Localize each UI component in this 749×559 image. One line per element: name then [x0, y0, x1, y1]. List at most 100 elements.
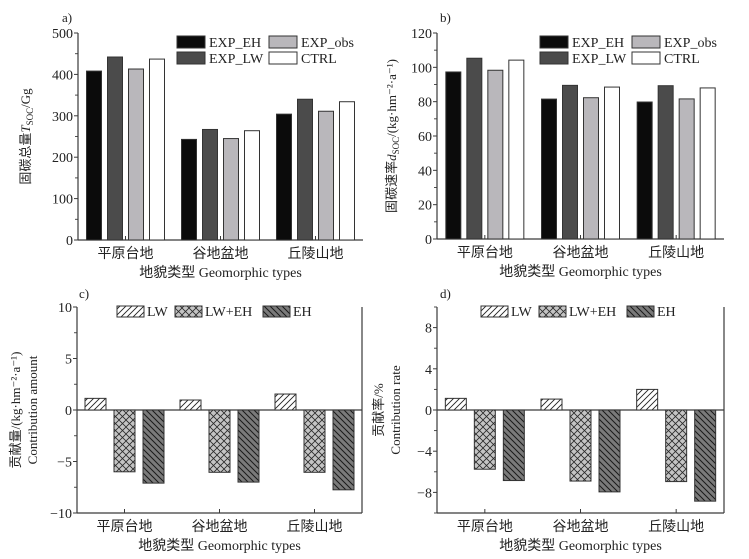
bar-exp-obs-3 [678, 98, 695, 240]
bar-eh-1 [502, 409, 525, 482]
y-tick-label: 20 [418, 199, 432, 214]
x-category-label: 平原台地 [457, 519, 513, 535]
legend-swatch-lw [480, 305, 509, 318]
y-tick-label: 80 [418, 96, 432, 111]
legend-swatch-lw [116, 305, 145, 318]
bar-exp-obs-3 [318, 110, 334, 241]
y-axis-title-line-2: Contribution amount [25, 355, 40, 464]
y-tick-label: 500 [52, 27, 73, 42]
y-tick-label: 100 [52, 193, 73, 208]
y-tick-label: 200 [52, 151, 73, 166]
legend-swatch-ctrl [631, 51, 661, 65]
bar-lw-eh-1 [113, 409, 136, 473]
x-axis-title: 地貌类型 Geomorphic types [138, 538, 301, 554]
bar-exp-lw-3 [657, 85, 674, 240]
bar-lw-1 [84, 397, 107, 411]
legend-swatch-exp-lw [539, 51, 569, 65]
y-tick-label: 120 [411, 27, 432, 42]
bar-ctrl-1 [149, 58, 165, 241]
bar-exp-obs-1 [128, 68, 144, 241]
legend-label: CTRL [664, 52, 700, 67]
bar-lw-2 [179, 399, 202, 411]
y-axis-title-line-1: 贡献量/(kg·hm⁻²·a⁻¹) [8, 352, 23, 469]
bar-exp-lw-1 [107, 56, 123, 241]
x-category-label: 谷地盆地 [553, 519, 609, 535]
y-tick-label: 10 [58, 301, 72, 316]
panel-label: a) [62, 10, 72, 25]
legend-swatch-eh [262, 305, 291, 318]
panel-label: b) [440, 10, 451, 25]
bar-eh-3 [694, 409, 717, 502]
y-axis-title-line-1: 贡献率/% [371, 383, 386, 437]
bar-exp-lw-3 [297, 98, 313, 241]
legend-label: LW [147, 305, 169, 320]
bar-exp-eh-1 [445, 71, 462, 240]
y-tick-label: 0 [425, 233, 432, 248]
legend-swatch-ctrl [268, 51, 298, 65]
bar-lw-eh-3 [303, 409, 326, 473]
legend-swatch-lw-eh [538, 305, 567, 318]
legend-label: EXP_LW [209, 52, 264, 67]
x-category-label: 平原台地 [97, 519, 153, 535]
x-category-label: 丘陵山地 [648, 245, 704, 261]
bar-eh-2 [237, 409, 260, 483]
x-category-label: 谷地盆地 [192, 519, 248, 535]
y-axis-title: 固碳速率dSOC/(kg·hm⁻²·a⁻¹) [384, 59, 401, 213]
legend-label: EXP_EH [209, 36, 261, 51]
bar-ctrl-1 [508, 59, 525, 240]
bar-exp-eh-2 [181, 138, 197, 241]
legend-label: EXP_obs [301, 36, 354, 51]
bar-exp-eh-3 [636, 101, 653, 240]
x-axis-title: 地貌类型 Geomorphic types [139, 265, 302, 281]
bar-lw-eh-2 [208, 409, 231, 473]
y-tick-label: −8 [417, 486, 432, 501]
y-tick-label: 40 [418, 164, 432, 179]
bar-exp-eh-1 [86, 70, 102, 241]
x-category-label: 丘陵山地 [288, 246, 344, 262]
y-axis-title: 固碳总量TSOC/Gg [18, 88, 35, 185]
x-category-label: 谷地盆地 [193, 246, 249, 262]
bar-ctrl-3 [339, 101, 355, 241]
y-axis-title-line-2: Contribution rate [388, 365, 403, 454]
bar-lw-3 [636, 388, 659, 411]
legend-label: CTRL [301, 52, 337, 67]
legend-label: LW+EH [569, 305, 616, 320]
legend-swatch-exp-obs [268, 35, 298, 49]
x-category-label: 平原台地 [457, 245, 513, 261]
bar-lw-eh-3 [665, 409, 688, 483]
y-tick-label: 300 [52, 110, 73, 125]
y-tick-label: 5 [65, 353, 72, 368]
y-tick-label: 0 [425, 404, 432, 419]
y-tick-label: 400 [52, 68, 73, 83]
legend-label: EXP_obs [664, 36, 717, 51]
legend-swatch-exp-eh [176, 35, 206, 49]
bar-lw-eh-1 [473, 409, 496, 470]
y-tick-label: −10 [50, 507, 72, 522]
y-tick-label: −4 [417, 445, 432, 460]
y-tick-label: −5 [57, 456, 72, 471]
y-tick-label: 0 [66, 234, 73, 249]
legend-swatch-exp-eh [539, 35, 569, 49]
x-axis-title: 地貌类型 Geomorphic types [499, 538, 662, 554]
y-tick-label: 60 [418, 130, 432, 145]
bar-lw-2 [540, 398, 563, 411]
y-tick-label: 8 [425, 322, 432, 337]
panel-label: c) [79, 286, 89, 301]
legend-swatch-lw-eh [174, 305, 203, 318]
bar-lw-3 [274, 393, 297, 411]
x-category-label: 谷地盆地 [553, 245, 609, 261]
panel-label: d) [440, 286, 451, 301]
legend: LW LW+EH EH [116, 305, 312, 320]
y-tick-label: 100 [411, 61, 432, 76]
y-tick-label: 0 [65, 404, 72, 419]
x-axis-title: 地貌类型 Geomorphic types [499, 264, 662, 280]
bar-exp-obs-2 [583, 97, 599, 240]
legend-swatch-eh [626, 305, 655, 318]
x-category-label: 丘陵山地 [287, 519, 343, 535]
x-category-label: 平原台地 [98, 246, 154, 262]
